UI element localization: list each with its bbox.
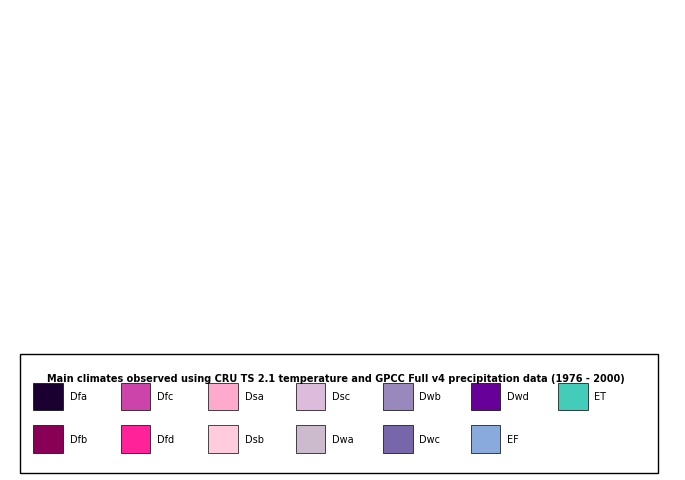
Text: Dsa: Dsa [245, 392, 263, 402]
FancyBboxPatch shape [296, 425, 325, 453]
Text: Dsc: Dsc [332, 392, 350, 402]
Text: Dwd: Dwd [507, 392, 529, 402]
FancyBboxPatch shape [121, 425, 151, 453]
Text: Main climates observed using CRU TS 2.1 temperature and GPCC Full v4 precipitati: Main climates observed using CRU TS 2.1 … [47, 373, 624, 383]
FancyBboxPatch shape [34, 425, 63, 453]
Text: Dwa: Dwa [332, 434, 353, 444]
Text: EF: EF [507, 434, 519, 444]
Text: Dwc: Dwc [419, 434, 440, 444]
Text: Dfb: Dfb [70, 434, 87, 444]
FancyBboxPatch shape [384, 425, 413, 453]
FancyBboxPatch shape [296, 383, 325, 410]
FancyBboxPatch shape [208, 383, 238, 410]
Text: Dfa: Dfa [70, 392, 86, 402]
FancyBboxPatch shape [471, 425, 500, 453]
Text: Dsb: Dsb [245, 434, 264, 444]
Text: Dwb: Dwb [419, 392, 441, 402]
FancyBboxPatch shape [558, 383, 588, 410]
Text: ET: ET [595, 392, 606, 402]
FancyBboxPatch shape [34, 383, 63, 410]
Text: Dfd: Dfd [157, 434, 174, 444]
FancyBboxPatch shape [471, 383, 500, 410]
FancyBboxPatch shape [21, 354, 658, 473]
FancyBboxPatch shape [384, 383, 413, 410]
FancyBboxPatch shape [121, 383, 151, 410]
FancyBboxPatch shape [208, 425, 238, 453]
Text: Dfc: Dfc [157, 392, 173, 402]
